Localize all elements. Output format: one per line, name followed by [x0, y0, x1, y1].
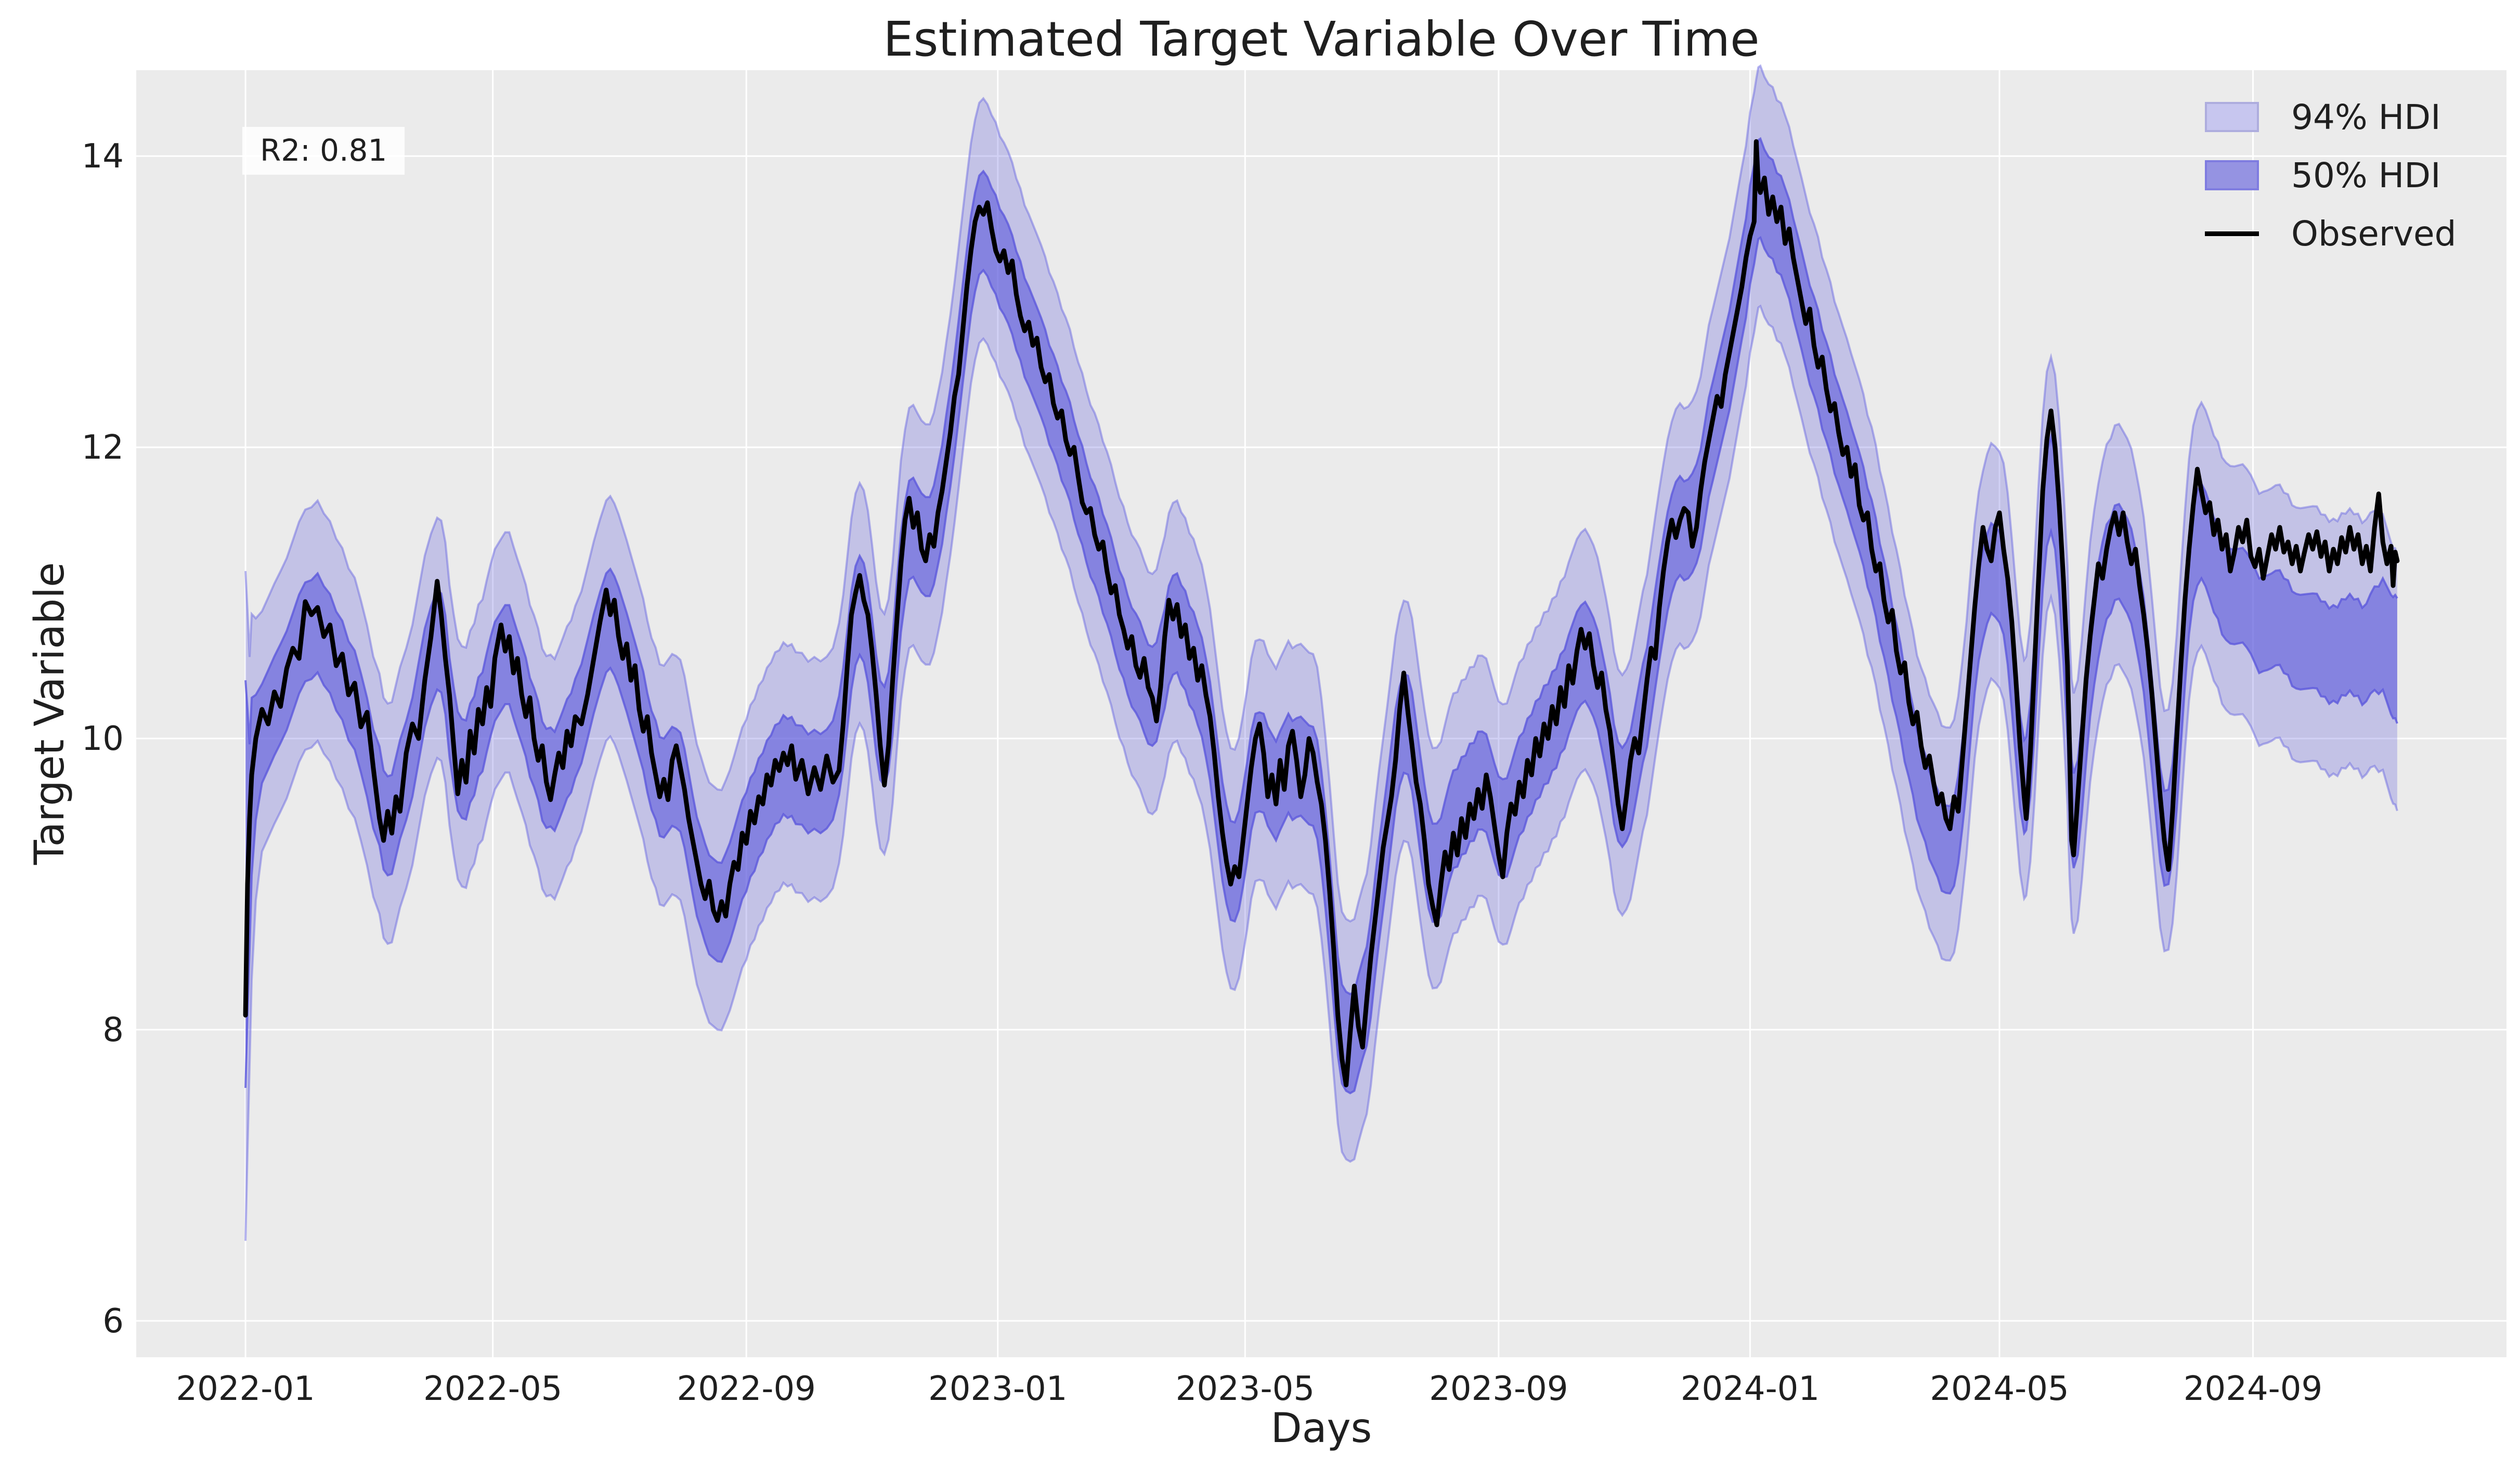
x-tick-label: 2023-05 — [1176, 1370, 1315, 1408]
legend-item-50-hdi: 50% HDI — [2205, 155, 2457, 196]
r2-annotation: R2: 0.81 — [242, 127, 405, 175]
x-tick-label: 2023-09 — [1429, 1370, 1568, 1408]
legend-label-50-hdi: 50% HDI — [2291, 155, 2441, 196]
legend-item-observed: Observed — [2205, 213, 2457, 254]
y-tick-label: 12 — [82, 429, 124, 467]
tick-labels: 2022-01 2022-05 2022-09 2023-01 2023-05 2023-… — [82, 137, 2323, 1408]
y-tick-label: 14 — [82, 137, 124, 176]
x-tick-label: 2023-01 — [928, 1370, 1067, 1408]
y-axis-label: Target Variable — [27, 562, 73, 865]
legend-item-94-hdi: 94% HDI — [2205, 97, 2457, 137]
hdi94-swatch-icon — [2205, 102, 2259, 132]
legend-label-94-hdi: 94% HDI — [2291, 97, 2441, 137]
x-tick-label: 2022-09 — [677, 1370, 815, 1408]
legend: 94% HDI 50% HDI Observed — [2205, 97, 2457, 254]
x-tick-label: 2022-05 — [423, 1370, 562, 1408]
x-tick-label: 2022-01 — [176, 1370, 315, 1408]
x-axis-label: Days — [1270, 1405, 1372, 1452]
observed-line-icon — [2205, 231, 2259, 236]
y-tick-label: 8 — [102, 1011, 124, 1049]
x-tick-label: 2024-01 — [1681, 1370, 1820, 1408]
x-tick-label: 2024-05 — [1930, 1370, 2069, 1408]
y-tick-label: 10 — [82, 720, 124, 758]
hdi50-swatch-icon — [2205, 160, 2259, 190]
chart-title: Estimated Target Variable Over Time — [883, 11, 1760, 67]
legend-label-observed: Observed — [2291, 213, 2457, 254]
y-tick-label: 6 — [102, 1302, 124, 1341]
x-tick-label: 2024-09 — [2184, 1370, 2322, 1408]
